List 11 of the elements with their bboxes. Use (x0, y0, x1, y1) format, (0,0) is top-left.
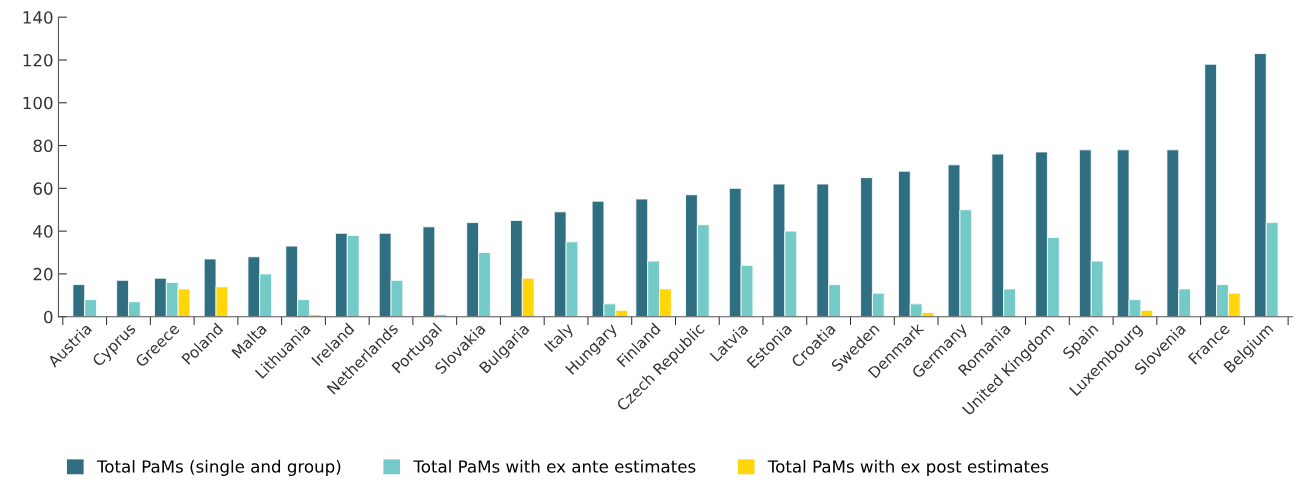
y-tick-label: 80 (33, 139, 53, 153)
y-tick-label: 140 (23, 11, 53, 24)
legend-label: Total PaMs with ex ante estimates (413, 459, 696, 473)
y-tick-label: 40 (33, 225, 53, 238)
y-tick-label: 0 (44, 310, 53, 324)
legend-label: Total PaMs with ex post estimates (767, 459, 1049, 476)
y-tick-label: 100 (23, 96, 53, 110)
legend-label: Total PaMs (single and group) (96, 459, 341, 476)
y-tick-label: 120 (23, 53, 53, 67)
y-tick-label: 60 (33, 182, 53, 195)
y-tick-label: 20 (33, 267, 53, 281)
